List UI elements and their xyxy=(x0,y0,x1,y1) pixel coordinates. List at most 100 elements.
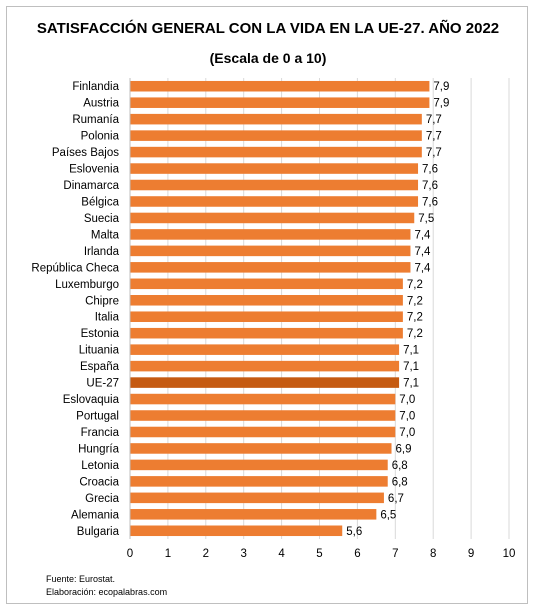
source-note: Fuente: Eurostat. xyxy=(46,574,116,584)
bar xyxy=(130,509,377,520)
bar xyxy=(130,146,422,158)
data-label: 6,9 xyxy=(396,443,412,455)
bar xyxy=(130,443,392,454)
category-label: Finlandia xyxy=(72,81,119,93)
data-label: 7,2 xyxy=(407,295,423,307)
bar xyxy=(130,344,400,355)
bar xyxy=(130,311,403,323)
data-label: 7,5 xyxy=(418,213,434,225)
bar xyxy=(130,426,396,438)
bar xyxy=(130,179,419,191)
data-label: 7,1 xyxy=(403,378,419,390)
data-label: 7,4 xyxy=(414,229,431,241)
data-label: 5,6 xyxy=(346,526,362,538)
chart-subtitle: (Escala de 0 a 10) xyxy=(209,50,327,66)
data-label: 7,7 xyxy=(426,114,442,126)
data-label: 7,9 xyxy=(433,98,449,110)
bar xyxy=(130,278,403,290)
data-label: 7,1 xyxy=(403,361,419,373)
data-label: 6,5 xyxy=(380,509,396,521)
bar xyxy=(130,113,422,125)
category-label: Portugal xyxy=(76,411,119,423)
data-label: 7,7 xyxy=(426,131,442,143)
data-label: 6,8 xyxy=(392,476,408,488)
category-label: Bélgica xyxy=(81,196,119,208)
data-label: 7,0 xyxy=(399,394,415,406)
bar xyxy=(130,262,411,273)
category-label: Estonia xyxy=(81,328,120,340)
x-tick-label: 2 xyxy=(203,548,209,560)
x-tick-label: 8 xyxy=(430,548,436,560)
data-label: 7,9 xyxy=(433,81,449,93)
x-tick-label: 4 xyxy=(278,548,285,560)
bar-highlight xyxy=(130,377,400,388)
bar xyxy=(130,294,403,306)
category-label: República Checa xyxy=(31,262,119,274)
bar xyxy=(130,196,419,207)
x-tick-label: 3 xyxy=(240,548,246,560)
category-label: Grecia xyxy=(85,493,119,505)
category-label: Países Bajos xyxy=(52,147,119,159)
data-label: 7,0 xyxy=(399,427,415,439)
data-label: 7,6 xyxy=(422,196,438,208)
bar xyxy=(130,245,411,257)
category-label: Austria xyxy=(83,98,119,110)
data-label: 7,2 xyxy=(407,328,423,340)
category-label: Polonia xyxy=(81,131,120,143)
x-tick-label: 1 xyxy=(165,548,171,560)
category-label: Francia xyxy=(81,427,120,439)
bar xyxy=(130,97,430,108)
bar xyxy=(130,492,384,504)
category-label: Hungría xyxy=(78,443,120,455)
category-label: Eslovenia xyxy=(69,164,119,176)
category-label: Lituania xyxy=(79,345,120,357)
bar xyxy=(130,525,343,537)
category-label: Irlanda xyxy=(84,246,120,258)
data-label: 7,0 xyxy=(399,411,415,423)
x-tick-label: 0 xyxy=(127,548,133,560)
data-label: 7,2 xyxy=(407,312,423,324)
category-label: Suecia xyxy=(84,213,120,225)
x-tick-label: 5 xyxy=(316,548,322,560)
chart-frame xyxy=(6,6,528,604)
data-label: 7,4 xyxy=(414,246,431,258)
chart-title: SATISFACCIÓN GENERAL CON LA VIDA EN LA U… xyxy=(36,20,500,37)
data-label: 7,7 xyxy=(426,147,442,159)
data-label: 6,8 xyxy=(392,460,408,472)
bar xyxy=(130,229,411,240)
category-label: Bulgaria xyxy=(77,526,120,538)
category-label: Rumanía xyxy=(72,114,119,126)
bar xyxy=(130,80,430,92)
category-label: Alemania xyxy=(71,509,120,521)
credit-note: Elaboración: ecopalabras.com xyxy=(46,587,168,597)
category-label: UE-27 xyxy=(86,378,119,390)
bar xyxy=(130,130,422,141)
bar xyxy=(130,163,419,174)
data-label: 7,6 xyxy=(422,180,438,192)
data-label: 7,2 xyxy=(407,279,423,291)
data-label: 6,7 xyxy=(388,493,404,505)
bar xyxy=(130,459,388,471)
category-label: Eslovaquia xyxy=(63,394,120,406)
category-label: Italia xyxy=(95,312,120,324)
x-tick-label: 6 xyxy=(354,548,360,560)
category-label: Chipre xyxy=(85,295,119,307)
bar xyxy=(130,327,403,339)
x-tick-label: 7 xyxy=(392,548,398,560)
category-label: Malta xyxy=(91,229,120,241)
x-tick-label: 9 xyxy=(468,548,474,560)
bar xyxy=(130,393,396,405)
category-label: Luxemburgo xyxy=(55,279,119,291)
bar xyxy=(130,212,415,224)
bar xyxy=(130,410,396,421)
data-label: 7,1 xyxy=(403,345,419,357)
bar xyxy=(130,476,388,487)
bar xyxy=(130,360,400,372)
category-label: España xyxy=(80,361,120,373)
data-label: 7,4 xyxy=(414,262,431,274)
category-label: Croacia xyxy=(79,476,119,488)
x-tick-label: 10 xyxy=(503,548,516,560)
data-label: 7,6 xyxy=(422,164,438,176)
category-label: Dinamarca xyxy=(63,180,119,192)
